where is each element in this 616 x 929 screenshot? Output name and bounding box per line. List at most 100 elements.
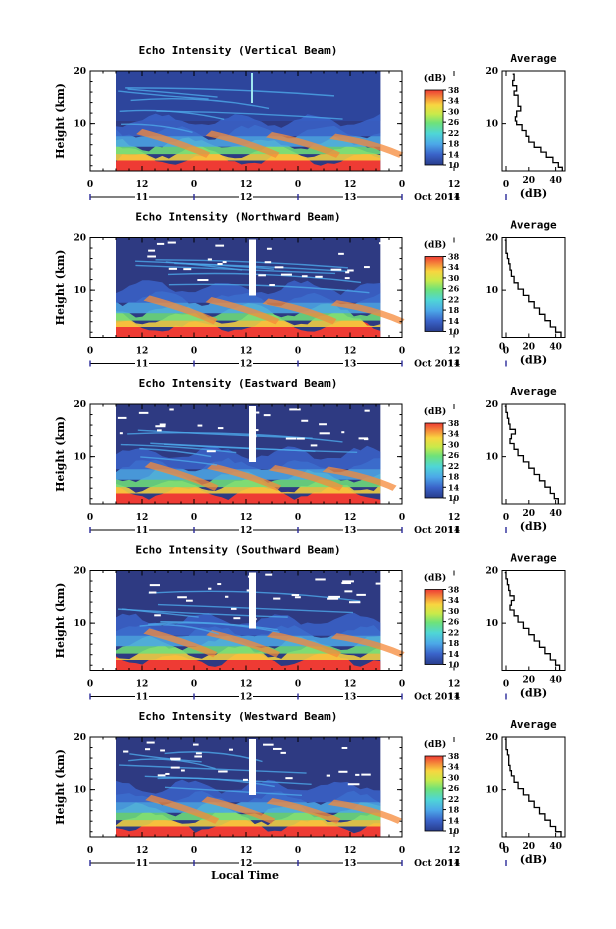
data-gap: [330, 268, 342, 271]
x-tick-label: 0: [295, 347, 301, 357]
data-gap: [378, 242, 383, 245]
colorbar-tick-label: 22: [448, 128, 459, 138]
y-tick-label: 20: [73, 400, 86, 410]
average-frame: [501, 736, 566, 838]
data-gap: [169, 408, 174, 411]
day-label-bg: [343, 192, 357, 202]
day-label: 12: [240, 360, 253, 370]
data-gap: [148, 249, 156, 252]
data-gap: [250, 450, 256, 453]
data-gap: [217, 427, 224, 430]
data-gap: [375, 582, 381, 585]
x-tick-label: 0: [87, 180, 93, 190]
data-gap: [249, 239, 256, 296]
data-gap: [341, 746, 348, 749]
data-gap: [159, 423, 166, 426]
echo-layer: [116, 802, 381, 821]
y-tick-label: 20: [73, 67, 86, 77]
echo-streak: [206, 629, 281, 658]
average-title: Average: [510, 718, 557, 731]
echo-filament: [168, 283, 370, 294]
y-axis-label: Height (km): [54, 583, 67, 659]
echo-filament: [125, 87, 335, 97]
colorbar-tick-label: 14: [448, 149, 460, 159]
echo-streak: [269, 465, 344, 491]
colorbar-tick-label: 30: [448, 273, 460, 283]
data-gap: [154, 614, 161, 617]
average-frame: [501, 70, 566, 172]
day-label: 11: [136, 193, 149, 203]
data-gap: [341, 582, 351, 585]
average-profile-line: [512, 73, 563, 171]
heatmap-upper: [116, 71, 381, 121]
day-label-bg: [135, 192, 149, 202]
data-gap: [345, 271, 350, 274]
colorbar-tick-label: 38: [448, 85, 460, 95]
data-gap: [280, 273, 292, 276]
data-gap: [119, 432, 123, 435]
echo-filament: [139, 624, 219, 635]
data-gap: [207, 258, 212, 261]
average-profile-line: [504, 571, 561, 671]
x-tick-label: 0: [191, 180, 197, 190]
colorbar-tick-label: 18: [448, 139, 460, 149]
data-gap: [265, 573, 273, 576]
day-label-bg: [135, 691, 149, 702]
data-gap: [123, 750, 129, 753]
data-gap: [138, 411, 149, 414]
x-tick-label: 0: [87, 680, 93, 690]
average-y-tick-label: 20: [485, 567, 498, 577]
data-gap: [148, 591, 157, 594]
average-y-tick-label: 10: [485, 786, 498, 796]
echo-filament: [165, 261, 243, 271]
average-profile-line: [504, 738, 562, 837]
day-label: 14: [448, 859, 461, 869]
day-label: 11: [136, 859, 149, 869]
colorbar-tick-label: 10: [448, 493, 460, 503]
data-gap: [160, 749, 165, 752]
average-frame: [501, 570, 566, 671]
day-label-bg: [239, 525, 253, 535]
average-frame: [501, 403, 566, 505]
colorbar: [424, 89, 444, 166]
data-gap: [338, 252, 344, 255]
colorbar-tick-label: 26: [448, 117, 460, 127]
x-tick-label: 12: [136, 846, 149, 856]
data-gap: [217, 262, 223, 265]
data-gap: [206, 450, 216, 453]
x-tick-label: 12: [240, 347, 253, 357]
day-label: 13: [344, 193, 357, 203]
echo-filament: [118, 90, 209, 100]
day-label-bg: [447, 858, 461, 868]
y-tick-label: 20: [73, 567, 86, 577]
echo-filament: [121, 123, 193, 134]
colorbar-tick-label: 26: [448, 617, 460, 627]
data-gap: [117, 416, 127, 419]
echo-layer: [116, 318, 381, 338]
x-tick-label: 12: [344, 846, 357, 856]
average-x-tick-label: 20: [523, 509, 536, 519]
data-gap: [177, 596, 187, 599]
data-gap: [168, 267, 177, 270]
data-gap: [228, 748, 233, 751]
data-gap: [251, 73, 253, 103]
x-tick-label: 12: [448, 680, 461, 690]
data-gap: [328, 595, 340, 598]
echo-streak: [329, 133, 404, 158]
data-gap: [285, 437, 297, 440]
average-y-tick-label: 20: [485, 67, 498, 77]
colorbar-tick-label: 18: [448, 472, 460, 482]
colorbar-tick-label: 38: [448, 585, 460, 595]
x-tick-label: 0: [87, 347, 93, 357]
day-label: 13: [344, 859, 357, 869]
data-gap: [249, 572, 256, 629]
x-tick-label: 12: [448, 347, 461, 357]
x-tick-label: 12: [240, 513, 253, 523]
data-gap: [249, 406, 256, 462]
day-label-bg: [343, 858, 357, 868]
x-tick-label: 0: [503, 513, 509, 523]
data-gap: [156, 242, 165, 245]
data-gap: [347, 783, 360, 786]
colorbar-tick-label: 30: [448, 606, 460, 616]
